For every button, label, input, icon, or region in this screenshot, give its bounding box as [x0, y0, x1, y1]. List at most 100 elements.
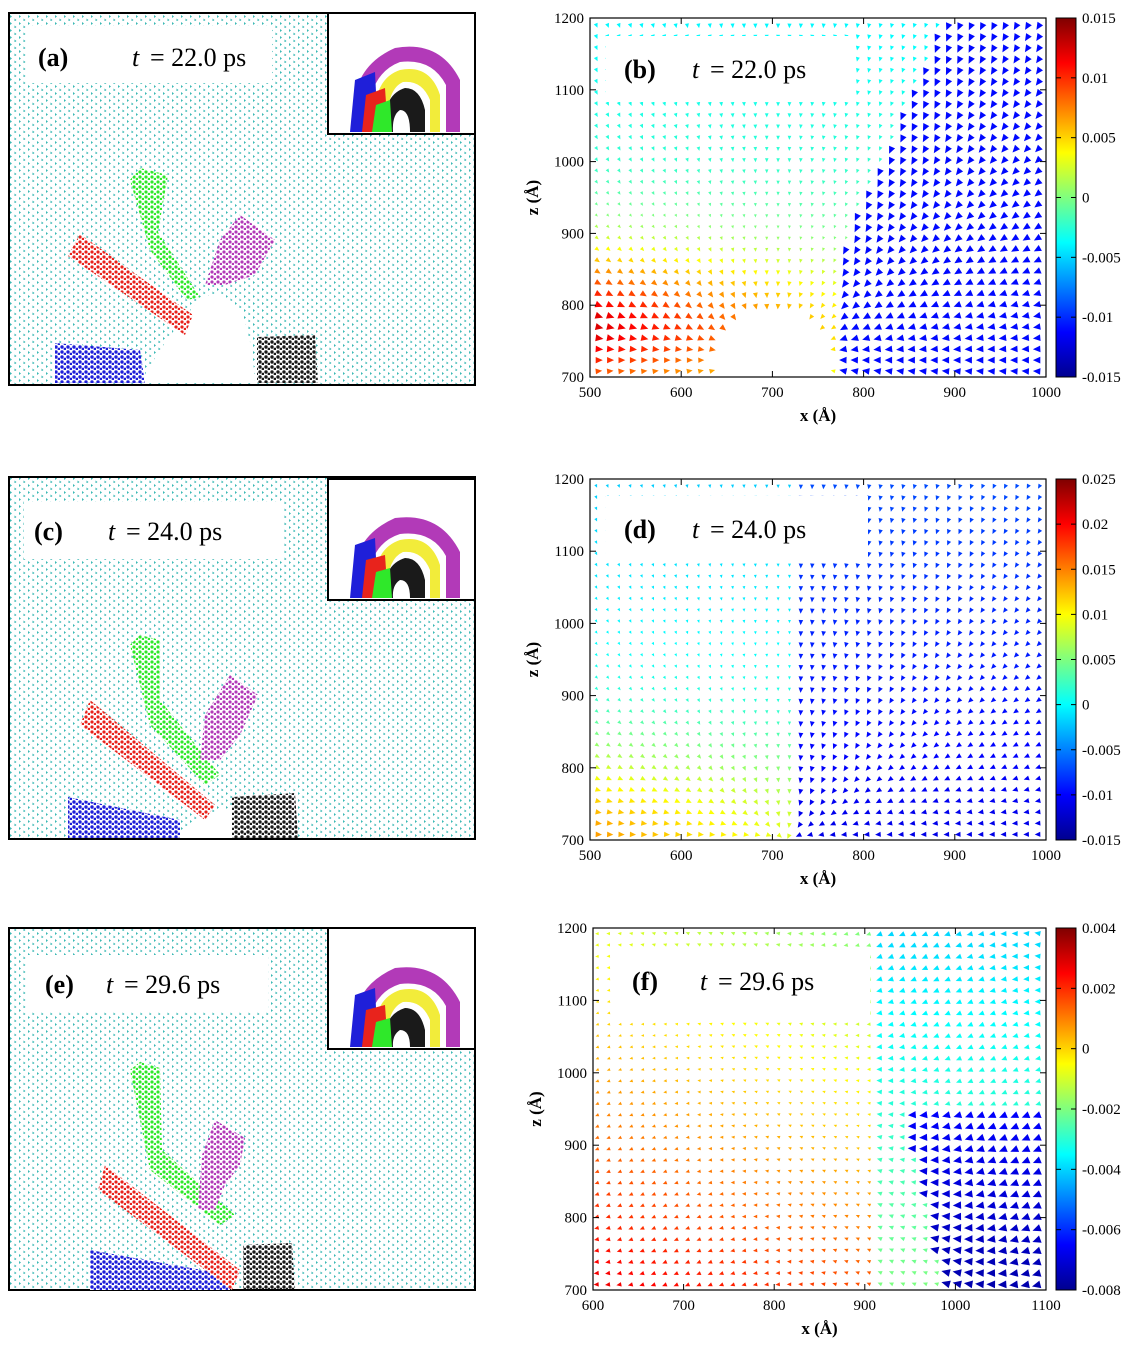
vector-arrow [730, 23, 735, 29]
vector-arrow [899, 999, 906, 1004]
vector-arrow [742, 1180, 746, 1185]
vector-arrow [639, 257, 645, 263]
vector-arrow [921, 1067, 928, 1072]
vector-arrow [1012, 999, 1019, 1005]
vector-arrow [617, 246, 622, 251]
vector-arrow [764, 1180, 769, 1185]
vector-arrow [930, 1201, 939, 1209]
vector-arrow [696, 1282, 702, 1287]
vector-arrow [730, 113, 735, 118]
vector-arrow [1009, 1269, 1019, 1277]
vector-arrow [979, 111, 987, 120]
vector-arrow [919, 301, 928, 308]
vector-arrow [719, 113, 723, 118]
vector-arrow [1001, 1078, 1008, 1083]
vector-arrow [946, 44, 953, 53]
vector-arrow [900, 697, 906, 704]
vector-arrow [674, 484, 677, 488]
y-tick-label: 1100 [555, 83, 584, 99]
vector-arrow [640, 775, 646, 781]
vector-arrow [1036, 652, 1042, 658]
vector-arrow [1013, 719, 1019, 725]
vector-arrow [798, 653, 804, 659]
vector-arrow [1023, 820, 1030, 826]
vector-arrow [787, 721, 792, 726]
vector-arrow [764, 292, 769, 299]
vector-arrow [945, 78, 953, 87]
vector-arrow [941, 1224, 951, 1232]
vector-arrow [923, 100, 930, 109]
vector-arrow [662, 1203, 668, 1207]
vector-arrow [606, 697, 610, 702]
vector-arrow [934, 33, 941, 42]
vector-arrow [967, 708, 974, 714]
vector-arrow [867, 23, 872, 29]
vector-arrow [967, 111, 975, 120]
vector-arrow [764, 281, 769, 287]
vector-arrow [933, 1055, 940, 1061]
vector-arrow [968, 686, 974, 692]
vector-arrow [877, 201, 884, 210]
vector-arrow [810, 586, 815, 592]
vector-arrow [900, 1259, 906, 1264]
vector-arrow [730, 754, 735, 760]
vector-arrow [1021, 345, 1030, 353]
vector-arrow [776, 247, 780, 252]
vector-arrow [764, 102, 769, 107]
vector-arrow [977, 223, 986, 231]
panel-c-t: t [108, 517, 116, 546]
vector-arrow [1000, 965, 1007, 971]
vector-arrow [945, 145, 952, 154]
vector-arrow [1010, 312, 1019, 319]
vector-arrow [890, 484, 895, 490]
vector-arrow [934, 708, 940, 715]
vector-arrow [844, 574, 849, 580]
vector-arrow [731, 1045, 736, 1049]
vector-arrow [606, 1169, 611, 1173]
vector-arrow [867, 56, 872, 62]
vector-arrow [876, 976, 883, 982]
vector-arrow [765, 698, 769, 703]
vector-arrow [980, 573, 986, 580]
vector-arrow [890, 123, 894, 129]
vector-arrow [810, 1056, 815, 1060]
vector-arrow [1015, 506, 1020, 512]
vector-arrow [1025, 596, 1031, 602]
vector-arrow [616, 1248, 622, 1253]
vector-arrow [901, 56, 906, 62]
vector-arrow [674, 1056, 678, 1060]
vector-arrow [674, 574, 677, 578]
vector-arrow [924, 45, 929, 51]
vector-arrow [605, 112, 610, 117]
vector-arrow [663, 1147, 668, 1151]
vector-arrow [957, 55, 964, 64]
vector-arrow [911, 89, 918, 98]
vector-arrow [1009, 1280, 1019, 1289]
vector-arrow [742, 1147, 747, 1151]
vector-arrow [890, 23, 895, 28]
vector-arrow [867, 698, 872, 704]
vector-arrow [943, 256, 951, 264]
vector-arrow [1021, 356, 1029, 364]
vector-arrow [1035, 1089, 1042, 1095]
vector-arrow [821, 1192, 826, 1196]
vector-arrow [731, 1124, 735, 1128]
vector-arrow [878, 23, 883, 28]
vector-arrow [617, 764, 623, 769]
vector-arrow [921, 953, 929, 959]
vector-arrow [1032, 1156, 1042, 1164]
vector-arrow [594, 764, 601, 769]
vector-arrow [980, 629, 986, 636]
colorbar-tick-label: 0.015 [1082, 11, 1116, 27]
vector-arrow [832, 743, 838, 750]
vector-arrow [885, 323, 894, 330]
vector-arrow [854, 754, 860, 760]
vector-arrow [1035, 708, 1042, 714]
vector-arrow [685, 224, 689, 229]
vector-arrow [629, 932, 633, 936]
colorbar-tick-label: -0.01 [1082, 788, 1113, 804]
vector-arrow [921, 234, 929, 242]
vector-arrow [606, 977, 611, 981]
vector-arrow [989, 786, 996, 792]
vector-arrow [606, 1135, 611, 1139]
